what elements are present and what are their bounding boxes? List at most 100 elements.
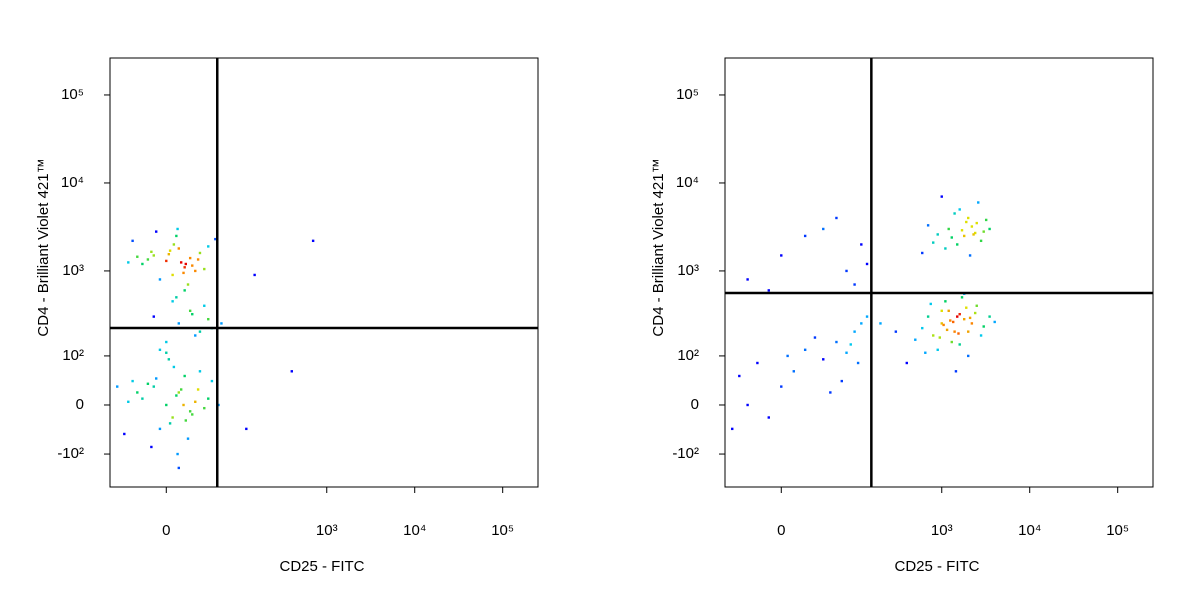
x-tick-label: 0 — [162, 522, 170, 539]
event-dot — [965, 306, 968, 309]
event-dot — [813, 336, 817, 339]
event-dot — [944, 247, 947, 250]
plot-panel: 0 10³ 10⁴ 10⁵ -10² 0 10² 10³ 10⁴ 10⁵ CD25 - FITC CD… — [35, 57, 539, 575]
event-dot — [967, 330, 970, 333]
event-dot — [967, 216, 970, 220]
event-dot — [167, 253, 171, 256]
event-dot — [865, 262, 869, 266]
event-dot — [194, 334, 197, 337]
x-tick-label: 10⁵ — [1106, 522, 1129, 539]
y-tick-label: 10⁴ — [61, 174, 84, 191]
event-dot — [182, 403, 185, 407]
event-dot — [210, 379, 214, 383]
event-dot — [290, 370, 293, 373]
event-dot — [940, 309, 943, 313]
event-dot — [152, 254, 155, 257]
event-dot — [879, 322, 882, 325]
event-dot — [152, 385, 155, 388]
y-tick-label: 10⁵ — [676, 86, 699, 103]
event-dot — [952, 320, 955, 324]
y-tick-label: -10² — [57, 445, 84, 462]
event-dot — [196, 258, 200, 261]
event-dot — [926, 224, 930, 227]
event-dot — [947, 227, 950, 231]
event-dot — [311, 239, 315, 243]
x-axis-label: CD25 - FITC — [279, 558, 364, 575]
event-dot — [203, 304, 206, 307]
event-dot — [207, 245, 210, 248]
event-dot — [131, 239, 134, 243]
event-dot — [253, 273, 256, 277]
event-dot — [975, 221, 978, 225]
event-dot — [932, 334, 935, 337]
event-dot — [940, 322, 943, 325]
event-dot — [970, 322, 974, 325]
event-dot — [972, 233, 975, 236]
event-dot — [746, 403, 749, 407]
event-dot — [835, 216, 838, 220]
event-dot — [767, 289, 770, 292]
event-dot — [979, 239, 983, 243]
event-dot — [186, 437, 190, 440]
event-dot — [150, 445, 153, 449]
event-dot — [165, 403, 168, 407]
event-dot — [177, 391, 180, 394]
x-tick-label: 0 — [777, 522, 785, 539]
event-dot — [950, 236, 953, 239]
event-dot — [786, 354, 789, 358]
event-dot — [960, 296, 964, 299]
x-tick-label: 10³ — [931, 522, 953, 539]
event-dot — [182, 271, 185, 275]
event-dot — [165, 259, 168, 263]
event-dot — [968, 316, 972, 320]
event-dot — [957, 332, 960, 335]
event-dot — [954, 370, 958, 373]
event-dot — [177, 466, 180, 470]
event-dot — [829, 391, 832, 394]
event-dot — [175, 296, 178, 299]
event-dot — [940, 195, 943, 198]
event-dot — [176, 452, 179, 456]
event-dot — [856, 361, 860, 365]
event-dot — [958, 343, 961, 346]
event-dot — [123, 432, 126, 436]
event-dot — [172, 365, 176, 369]
event-dot — [953, 330, 956, 333]
event-dot — [845, 351, 848, 354]
event-dot — [950, 340, 953, 344]
y-tick-label: 10⁵ — [61, 86, 84, 103]
x-tick-label: 10⁴ — [403, 522, 426, 539]
event-dot — [944, 300, 947, 303]
event-dot — [970, 225, 974, 228]
event-dot — [177, 247, 180, 250]
event-dot — [921, 326, 924, 330]
event-dot — [905, 361, 908, 365]
event-dot — [131, 379, 134, 383]
event-dot — [958, 208, 961, 211]
event-dot — [179, 261, 183, 264]
event-dot — [803, 234, 807, 238]
y-tick-label: 0 — [691, 396, 699, 413]
plot-frame — [724, 57, 1154, 488]
event-dot — [171, 416, 174, 419]
y-tick-label: 10³ — [62, 262, 84, 279]
event-dot — [938, 336, 941, 339]
x-tick-label: 10⁵ — [491, 522, 514, 539]
event-dot — [171, 273, 174, 277]
y-axis-label: CD4 - Brilliant Violet 421™ — [650, 158, 667, 336]
y-tick-label: 10² — [62, 347, 84, 364]
y-tick-label: -10² — [672, 445, 699, 462]
event-dot — [962, 317, 966, 321]
event-dot — [168, 249, 172, 252]
event-dot — [116, 385, 119, 388]
event-dot — [977, 201, 980, 204]
event-dot — [822, 358, 825, 361]
event-dot — [171, 300, 174, 303]
event-dot — [203, 267, 206, 271]
event-dot — [731, 427, 734, 431]
event-dot — [146, 382, 150, 385]
event-dot — [198, 251, 202, 255]
event-dot — [945, 328, 949, 332]
event-dot — [835, 340, 838, 344]
